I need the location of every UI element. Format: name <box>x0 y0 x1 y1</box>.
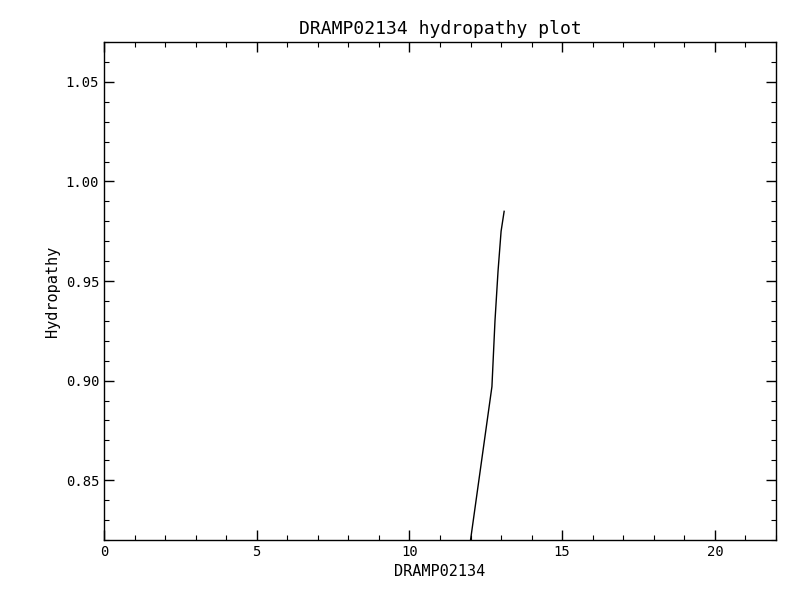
Title: DRAMP02134 hydropathy plot: DRAMP02134 hydropathy plot <box>298 20 582 38</box>
Y-axis label: Hydropathy: Hydropathy <box>45 245 60 337</box>
X-axis label: DRAMP02134: DRAMP02134 <box>394 565 486 580</box>
